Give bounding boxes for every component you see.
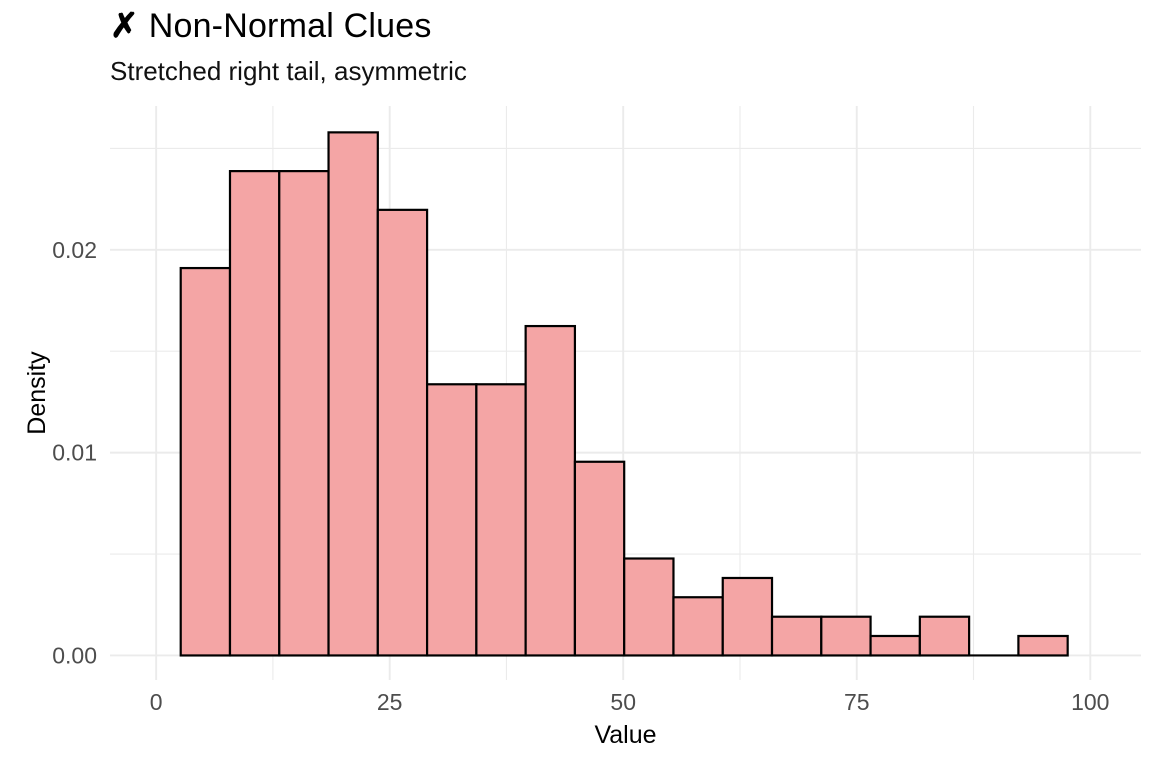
x-tick-label: 25 xyxy=(377,689,403,715)
y-tick-label: 0.01 xyxy=(52,440,97,466)
x-tick-label: 75 xyxy=(844,689,870,715)
histogram-bar xyxy=(425,383,478,657)
y-tick-label: 0.00 xyxy=(52,642,97,668)
histogram-bar xyxy=(869,634,921,657)
histogram-bar xyxy=(278,170,330,657)
y-tick-label: 0.02 xyxy=(52,237,97,263)
chart-subtitle: Stretched right tail, asymmetric xyxy=(110,56,467,86)
histogram-bar xyxy=(918,615,971,657)
x-tick-label: 50 xyxy=(610,689,636,715)
x-tick-label: 100 xyxy=(1071,689,1109,715)
y-axis-title: Density xyxy=(23,351,51,435)
histogram-bar xyxy=(524,324,577,657)
chart-title: ✗ Non-Normal Clues xyxy=(110,6,432,46)
histogram-bar xyxy=(770,615,823,657)
histogram-bar xyxy=(820,615,872,657)
histogram-bar xyxy=(623,557,675,657)
histogram-bar xyxy=(573,460,626,657)
histogram-bar xyxy=(376,208,429,657)
histogram-bar xyxy=(1017,634,1069,657)
histogram-bar xyxy=(721,576,774,657)
chart-title-text: Non-Normal Clues xyxy=(148,7,432,45)
histogram-bar xyxy=(228,170,281,657)
histogram-bar xyxy=(327,131,379,657)
histogram-bar xyxy=(179,266,232,657)
histogram-bar xyxy=(475,383,527,657)
x-axis-title: Value xyxy=(594,721,656,749)
ballot-x-icon: ✗ xyxy=(110,7,139,45)
histogram-bar xyxy=(672,596,724,657)
x-tick-label: 0 xyxy=(150,689,163,715)
